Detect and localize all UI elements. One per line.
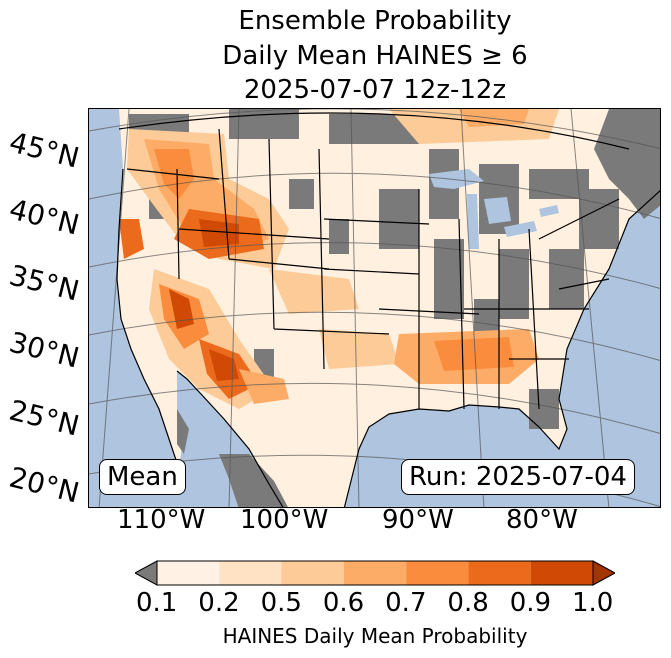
no-data-region	[594, 109, 660, 219]
map-panel: Mean Run: 2025-07-04	[88, 108, 661, 508]
colorbar-bin	[343, 561, 407, 585]
coastline	[116, 168, 660, 507]
colorbar-bin	[530, 561, 593, 585]
colorbar-frame	[156, 560, 594, 586]
colorbar-tick-label: 0.2	[198, 588, 240, 618]
colorbar-tick-label: 1.0	[572, 588, 614, 618]
run-label-box: Run: 2025-07-04	[401, 459, 635, 495]
colorbar	[135, 560, 615, 586]
lat-label-35: 35°N	[6, 258, 83, 308]
lat-label-30: 30°N	[6, 325, 83, 375]
title-line-1: Ensemble Probability	[238, 6, 512, 36]
colorbar-tick-label: 0.8	[447, 588, 489, 618]
colorbar-tick-label: 0.9	[509, 588, 552, 618]
lon-label-90: 90°W	[382, 505, 454, 535]
colorbar-tick-label: 0.5	[260, 588, 302, 618]
colorbar-bin	[281, 561, 344, 585]
no-data-region	[219, 454, 288, 507]
colorbar-tick-label: 0.7	[385, 588, 427, 618]
colorbar-bin	[468, 561, 531, 585]
state-borders	[118, 112, 630, 410]
great-lakes	[429, 169, 559, 249]
colorbar-over-arrow	[592, 560, 615, 586]
title-line-3: 2025-07-07 12z-12z	[243, 75, 507, 105]
colorbar-bin	[157, 561, 220, 585]
colorbar-label: HAINES Daily Mean Probability	[222, 624, 528, 648]
lon-label-100: 100°W	[240, 505, 329, 535]
stat-label-box: Mean	[99, 459, 186, 495]
colorbar-tick-label: 0.6	[322, 588, 365, 618]
lon-label-110: 110°W	[117, 505, 206, 535]
lat-label-25: 25°N	[6, 393, 83, 443]
map-canvas	[89, 109, 660, 507]
colorbar-under-arrow	[135, 560, 158, 586]
lat-label-40: 40°N	[6, 192, 83, 242]
colorbar-bin	[219, 561, 282, 585]
colorbar-bin	[406, 561, 469, 585]
no-data-region	[177, 409, 189, 454]
lat-label-45: 45°N	[6, 125, 83, 175]
lat-label-20: 20°N	[6, 460, 83, 510]
title-line-2: Daily Mean HAINES ≥ 6	[222, 41, 528, 71]
lon-label-80: 80°W	[506, 505, 578, 535]
colorbar-tick-label: 0.1	[136, 588, 178, 618]
